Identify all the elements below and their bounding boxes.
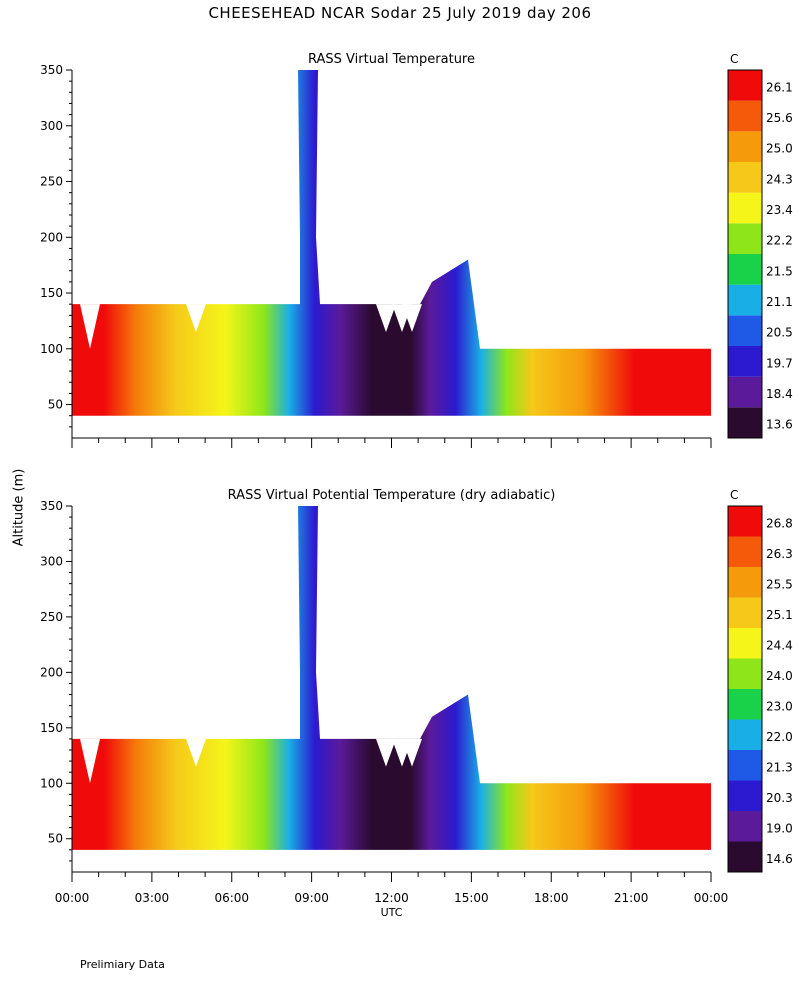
colorbar-label: 20.5 <box>766 326 793 340</box>
colorbar-label: 21.3 <box>766 760 793 774</box>
colorbar-label: 21.5 <box>766 264 793 278</box>
data-gap <box>376 304 396 333</box>
colorbar-swatch <box>728 780 762 811</box>
data-gap <box>402 304 422 333</box>
y-tick-label: 200 <box>40 665 63 679</box>
y-tick-label: 50 <box>48 832 63 846</box>
data-gap <box>186 738 206 767</box>
colorbar-label: 22.0 <box>766 730 793 744</box>
colorbar-label: 13.6 <box>766 418 793 432</box>
colorbar-label: 24.3 <box>766 172 793 186</box>
x-tick-label: 09:00 <box>294 891 329 905</box>
colorbar-units: C <box>730 488 738 502</box>
colorbar-label: 23.4 <box>766 203 793 217</box>
y-tick-label: 350 <box>40 63 63 77</box>
colorbar-swatch <box>728 131 762 162</box>
data-gap <box>186 304 206 333</box>
y-tick-label: 250 <box>40 610 63 624</box>
colorbar-label: 25.6 <box>766 111 793 125</box>
data-gap <box>402 738 422 767</box>
colorbar-label: 24.0 <box>766 669 793 683</box>
colorbar-swatch <box>728 407 762 438</box>
colorbar-label: 25.1 <box>766 608 793 622</box>
colorbar-label: 25.0 <box>766 142 793 156</box>
y-tick-label: 350 <box>40 499 63 513</box>
y-tick-label: 300 <box>40 554 63 568</box>
y-tick-label: 300 <box>40 119 63 133</box>
colorbar-swatch <box>728 506 762 537</box>
colorbar-label: 22.2 <box>766 234 793 248</box>
page-title: CHEESEHEAD NCAR Sodar 25 July 2019 day 2… <box>208 4 592 22</box>
colorbar-swatch <box>728 567 762 598</box>
colorbar-label: 19.7 <box>766 356 793 370</box>
colorbar-label: 19.0 <box>766 821 793 835</box>
colorbar-swatch <box>728 841 762 872</box>
colorbar-swatch <box>728 536 762 567</box>
y-tick-label: 150 <box>40 286 63 300</box>
colorbar-frame <box>727 69 763 439</box>
x-tick-label: 00:00 <box>55 891 90 905</box>
x-tick-label: 18:00 <box>534 891 569 905</box>
y-tick-label: 250 <box>40 175 63 189</box>
colorbar-frame <box>727 505 763 873</box>
colorbar-swatch <box>728 628 762 659</box>
heatmap-field <box>72 70 711 416</box>
colorbar-swatch <box>728 223 762 254</box>
data-gap <box>376 738 396 767</box>
colorbar-swatch <box>728 70 762 101</box>
x-tick-label: 12:00 <box>374 891 409 905</box>
colorbar-swatch <box>728 597 762 628</box>
colorbar-swatch <box>728 376 762 408</box>
colorbar-label: 14.6 <box>766 852 793 866</box>
y-tick-label: 150 <box>40 721 63 735</box>
colorbar-swatch <box>728 658 762 689</box>
colorbar-label: 24.4 <box>766 638 793 652</box>
colorbar-swatch <box>728 346 762 377</box>
y-tick-label: 200 <box>40 230 63 244</box>
colorbar-swatch <box>728 284 762 316</box>
colorbar-swatch <box>728 719 762 750</box>
heatmap-field <box>72 506 711 850</box>
y-tick-label: 100 <box>40 776 63 790</box>
colorbar-swatch <box>728 811 762 842</box>
colorbar-label: 26.3 <box>766 547 793 561</box>
colorbar-swatch <box>728 162 762 193</box>
colorbar-units: C <box>730 52 738 66</box>
x-tick-label: 21:00 <box>614 891 649 905</box>
x-tick-label: 00:00 <box>694 891 729 905</box>
colorbar-label: 21.1 <box>766 295 793 309</box>
x-tick-label: 03:00 <box>135 891 170 905</box>
colorbar-swatch <box>728 689 762 720</box>
colorbar-label: 26.1 <box>766 80 793 94</box>
y-tick-label: 100 <box>40 342 63 356</box>
colorbar-swatch <box>728 750 762 781</box>
colorbar-swatch <box>728 100 762 132</box>
colorbar-label: 26.8 <box>766 516 793 530</box>
x-axis-label: UTC <box>381 906 403 919</box>
x-tick-label: 15:00 <box>454 891 489 905</box>
colorbar-swatch <box>728 315 762 346</box>
colorbar-swatch <box>728 192 762 224</box>
data-gap <box>80 304 100 349</box>
data-gap <box>80 738 100 784</box>
colorbar-label: 23.0 <box>766 699 793 713</box>
y-tick-label: 50 <box>48 398 63 412</box>
chart-title: RASS Virtual Temperature <box>308 52 475 67</box>
chart-title: RASS Virtual Potential Temperature (dry … <box>228 488 556 503</box>
colorbar-label: 20.3 <box>766 791 793 805</box>
x-tick-label: 06:00 <box>214 891 249 905</box>
preliminary-note: Prelimiary Data <box>80 958 165 971</box>
colorbar-label: 18.4 <box>766 387 793 401</box>
colorbar-label: 25.5 <box>766 577 793 591</box>
colorbar-swatch <box>728 254 762 285</box>
